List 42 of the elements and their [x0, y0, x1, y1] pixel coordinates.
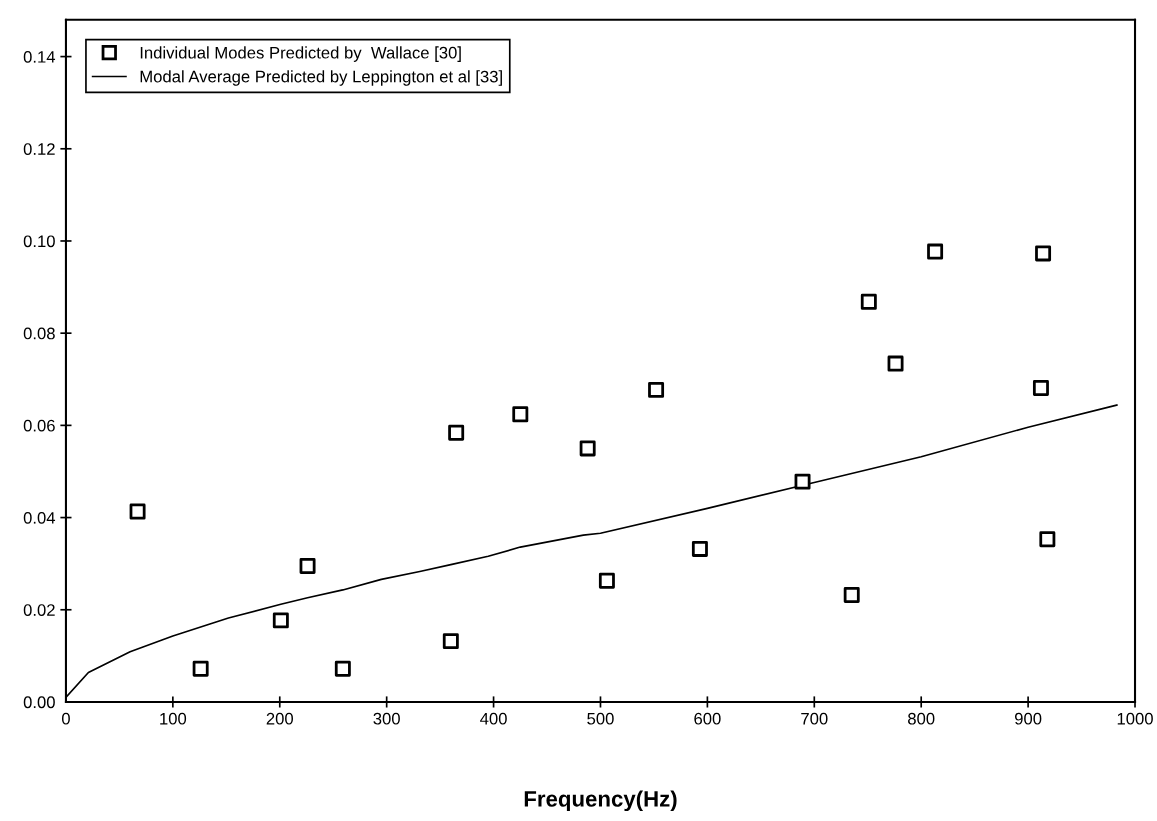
x-tick-label: 900: [1014, 712, 1042, 725]
point: [598, 572, 615, 589]
x-tick-label: 1000: [1117, 712, 1153, 725]
point: [299, 557, 316, 574]
point: [512, 406, 529, 423]
x-tick-label: 200: [266, 712, 294, 725]
point: [887, 355, 904, 372]
legend-label: Modal Average Predicted by Leppington et al [33]: [140, 70, 502, 86]
x-tick-label: 0: [61, 712, 70, 725]
x-tick-label: 700: [801, 712, 828, 725]
point: [843, 587, 860, 603]
y-tick-label: 0.12: [23, 143, 55, 155]
x-tick-label: 400: [480, 712, 507, 725]
point: [579, 440, 596, 457]
y-tick-label: 0.04: [23, 511, 56, 524]
x-axis-title: Frequency(Hz): [524, 790, 677, 812]
legend-label: Individual Modes Predicted by Wallace [30]: [140, 46, 461, 62]
point: [442, 633, 459, 650]
x-tick-label: 800: [908, 712, 935, 725]
y-tick-label: 0.00: [23, 696, 55, 709]
point: [927, 243, 944, 260]
x-tick-label: 300: [373, 712, 400, 725]
point: [272, 612, 289, 629]
y-tick-label: 0.08: [23, 327, 55, 340]
point: [691, 540, 708, 557]
y-tick-label: 0.14: [23, 50, 56, 63]
y-tick-label: 0.02: [23, 604, 55, 616]
y-tick-label: 0.06: [23, 419, 55, 432]
point: [129, 503, 146, 520]
point: [648, 381, 665, 398]
x-tick-label: 100: [160, 712, 187, 725]
point: [334, 660, 351, 677]
point: [1032, 380, 1049, 397]
x-tick-label: 600: [694, 712, 721, 725]
point: [448, 424, 465, 441]
point: [192, 660, 209, 677]
point: [794, 473, 811, 490]
y-tick-label: 0.10: [23, 235, 55, 248]
point: [860, 293, 877, 310]
point: [1035, 245, 1052, 262]
point: [1039, 531, 1056, 548]
x-tick-label: 500: [587, 712, 614, 725]
